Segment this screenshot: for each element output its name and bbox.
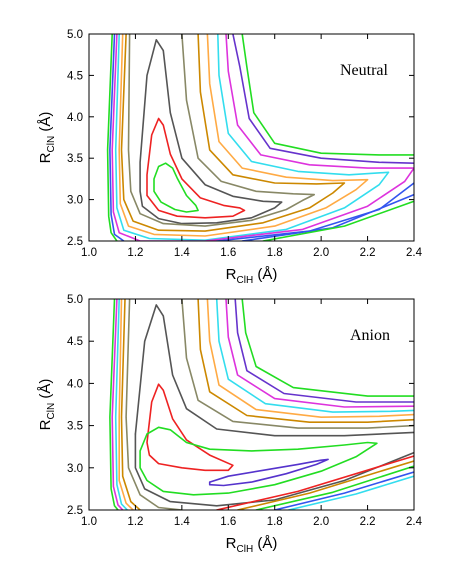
contour-line-6: [114, 34, 390, 241]
x-tick-label: 1.8: [267, 516, 283, 528]
contour-line-18: [236, 460, 414, 510]
contour-line-15: [234, 299, 414, 403]
y-tick-label: 3.0: [67, 463, 83, 475]
contour-line-2: [139, 426, 378, 496]
x-tick-label: 1.8: [267, 247, 283, 259]
contour-line-6: [181, 299, 414, 429]
x-axis-title: RClH (Å): [226, 266, 278, 286]
y-tick-label: 4.0: [67, 112, 83, 124]
y-tick-label: 5.0: [67, 29, 83, 41]
contour-line-22: [215, 455, 414, 510]
contour-line-9: [118, 299, 134, 510]
x-tick-label: 2.0: [313, 516, 329, 528]
y-tick-label: 3.0: [67, 195, 83, 207]
y-tick-label: 2.5: [67, 505, 83, 517]
x-tick-label: 1.0: [81, 247, 97, 259]
y-tick-label: 3.5: [67, 153, 83, 165]
panel-annotation: Anion: [350, 327, 390, 344]
x-tick-label: 2.0: [313, 247, 329, 259]
x-axis-title: RClH (Å): [226, 535, 278, 555]
x-tick-label: 1.6: [220, 247, 236, 259]
x-tick-label: 2.2: [360, 247, 376, 259]
contour-line-14: [225, 299, 414, 408]
x-tick-label: 2.2: [360, 516, 376, 528]
contour-line-4: [134, 433, 414, 507]
contour-line-11: [114, 299, 129, 510]
x-axis-title-unit: (Å): [253, 535, 277, 552]
y-axis-title-unit: (Å): [37, 379, 54, 403]
y-axis-title-main: R: [37, 152, 54, 163]
contour-line-10: [206, 299, 414, 418]
contour-line-12: [215, 299, 414, 413]
contour-line-7: [120, 299, 141, 510]
contour-line-17: [241, 299, 414, 397]
panel-annotation: Neutral: [340, 62, 389, 79]
contour-line-19: [255, 465, 414, 510]
contour-line-8: [197, 299, 414, 423]
x-tick-label: 1.4: [174, 247, 191, 259]
contour-line-13: [241, 34, 414, 156]
contour-line-20: [273, 471, 414, 510]
y-axis-title: RClN (Å): [37, 112, 57, 164]
contour-line-3: [127, 34, 315, 227]
contour-line-0: [153, 162, 199, 213]
y-axis-title: RClN (Å): [37, 379, 57, 431]
contour-line-1: [146, 383, 234, 472]
contour-line-13: [111, 299, 124, 510]
contour-line-4: [120, 34, 346, 232]
x-tick-label: 1.6: [220, 516, 236, 528]
contour-group: [109, 299, 414, 510]
y-tick-label: 5.0: [67, 294, 83, 306]
y-axis-title-main: R: [37, 419, 54, 430]
panel-neutral: 1.0 1.2 1.4 1.6 1.8 2.0 2.2 2.4 2.5 3.0 3.5 4.0 4.5 5…: [37, 29, 423, 286]
x-tick-label: 2.4: [406, 516, 423, 528]
panel-anion: 1.0 1.2 1.4 1.6 1.8 2.0 2.2 2.4 2.5 3.0 3.5 4.0 4.5 5…: [37, 294, 423, 555]
contour-line-7: [111, 34, 414, 241]
contour-line-5: [118, 34, 369, 237]
y-tick-label: 2.5: [67, 236, 83, 248]
x-axis-title-main: R: [226, 266, 237, 283]
y-axis-title-unit: (Å): [37, 112, 54, 136]
x-axis-title-main: R: [226, 535, 237, 552]
x-tick-label: 1.2: [127, 247, 143, 259]
contour-line-21: [287, 475, 414, 510]
contour-line-15: [262, 200, 414, 241]
contour-line-0: [208, 458, 329, 487]
y-axis-title-sub: ClN: [46, 136, 57, 153]
contour-line-5: [125, 299, 183, 510]
y-tick-label: 4.5: [67, 336, 83, 348]
contour-line-11: [232, 34, 414, 164]
x-axis-title-sub: ClH: [237, 544, 254, 555]
plot-frame: [88, 298, 415, 511]
contour-line-2: [139, 39, 283, 225]
x-axis-title-sub: ClH: [237, 275, 254, 286]
contour-group: [106, 34, 414, 241]
x-tick-label: 1.2: [127, 516, 143, 528]
x-tick-label: 2.4: [406, 247, 423, 259]
y-tick-label: 4.0: [67, 378, 83, 390]
contour-line-8: [109, 34, 125, 241]
x-axis-title-unit: (Å): [253, 266, 277, 283]
contour-line-3: [134, 304, 414, 437]
plot-frame: [88, 33, 415, 242]
contour-line-1: [146, 117, 246, 219]
y-tick-label: 3.5: [67, 421, 83, 433]
contour-line-12: [106, 34, 118, 241]
y-axis-title-sub: ClN: [46, 403, 57, 420]
x-tick-label: 1.0: [81, 516, 97, 528]
contour-line-16: [109, 299, 119, 510]
x-tick-label: 1.4: [174, 516, 191, 528]
y-tick-label: 4.5: [67, 70, 83, 82]
contour-line-9: [215, 182, 414, 241]
